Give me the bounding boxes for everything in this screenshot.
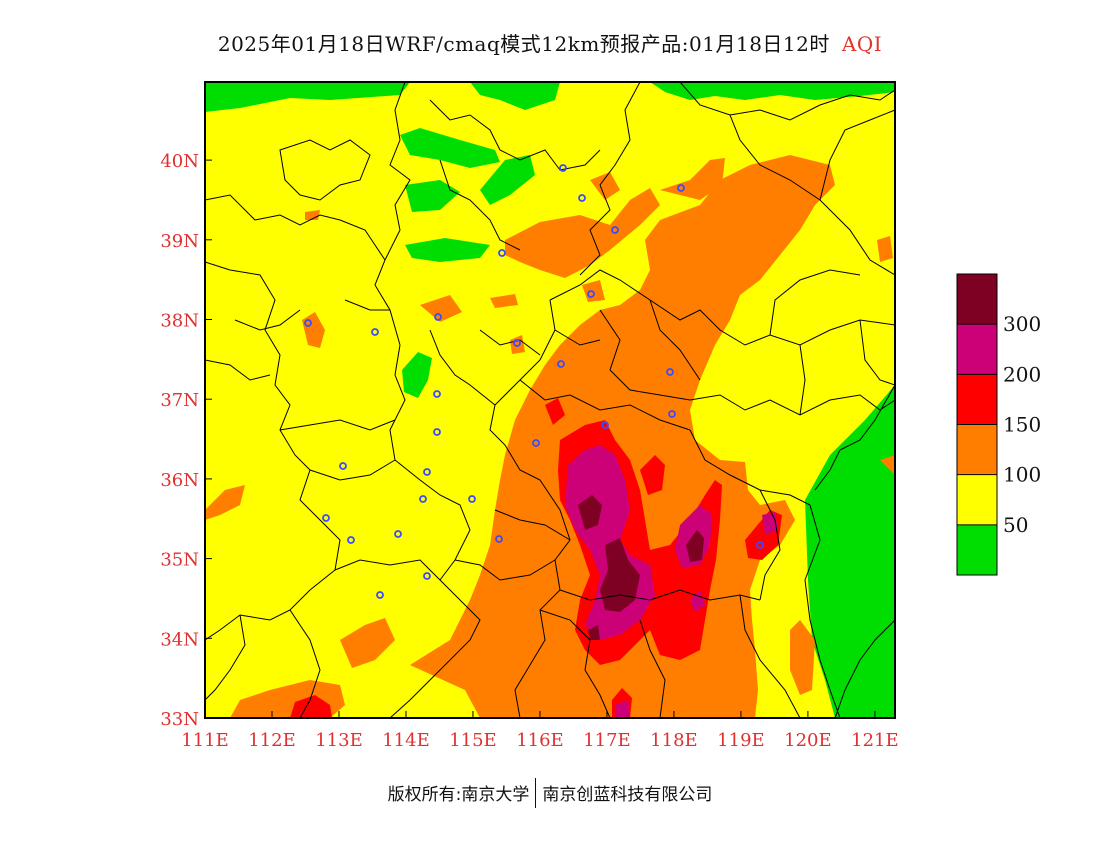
legend-swatch xyxy=(957,274,997,325)
lon-tick-label: 113E xyxy=(315,730,363,751)
lon-tick-label: 117E xyxy=(583,730,631,751)
lat-tick-label: 37N xyxy=(160,390,199,411)
aqi-regions-hazardous xyxy=(578,495,704,640)
lat-tick-label: 34N xyxy=(160,629,199,650)
map-title: 2025年01月18日WRF/cmaq模式12km预报产品:01月18日12时 A… xyxy=(0,28,1100,57)
legend-swatch xyxy=(957,424,997,475)
lon-tick-label: 121E xyxy=(851,730,899,751)
lon-tick-label: 118E xyxy=(650,730,698,751)
footer-separator xyxy=(535,778,537,808)
legend-label: 50 xyxy=(1003,513,1028,537)
lat-tick-label: 33N xyxy=(160,709,199,730)
lon-tick-label: 119E xyxy=(717,730,765,751)
aqi-legend: 50 100 150 200 300 xyxy=(956,273,1041,576)
lat-tick-label: 39N xyxy=(160,231,199,252)
lon-tick-label: 112E xyxy=(248,730,296,751)
title-product: AQI xyxy=(841,32,883,56)
map-frame xyxy=(204,81,896,719)
legend-label: 200 xyxy=(1003,362,1041,386)
legend-label: 100 xyxy=(1003,463,1041,487)
lat-tick-label: 40N xyxy=(160,151,199,172)
footer-left: 版权所有:南京大学 xyxy=(387,785,530,805)
footer-right: 南京创蓝科技有限公司 xyxy=(542,785,713,805)
lon-tick-label: 120E xyxy=(784,730,832,751)
legend-swatch xyxy=(957,474,997,525)
legend-swatch xyxy=(957,324,997,375)
axis-ticks xyxy=(204,159,876,719)
lat-tick-label: 36N xyxy=(160,470,199,491)
legend-swatch xyxy=(957,374,997,425)
lon-tick-label: 116E xyxy=(516,730,564,751)
lon-tick-label: 114E xyxy=(382,730,430,751)
aqi-regions-good xyxy=(205,82,895,718)
lon-tick-label: 115E xyxy=(449,730,497,751)
lon-tick-label: 111E xyxy=(181,730,229,751)
lat-tick-label: 38N xyxy=(160,311,199,332)
title-main: 2025年01月18日WRF/cmaq模式12km预报产品:01月18日12时 xyxy=(217,32,830,56)
lat-tick-label: 35N xyxy=(160,550,199,571)
aqi-map xyxy=(205,82,895,718)
copyright-footer: 版权所有:南京大学 南京创蓝科技有限公司 xyxy=(0,778,1100,810)
legend-swatch xyxy=(957,524,997,575)
boundary-lines xyxy=(205,82,895,718)
legend-label: 300 xyxy=(1003,312,1041,336)
legend-label: 150 xyxy=(1003,413,1041,437)
station-markers xyxy=(304,164,764,599)
axis-labels: 111E 112E 113E 114E 115E 116E 117E 118E 119E 120E… xyxy=(160,151,898,751)
